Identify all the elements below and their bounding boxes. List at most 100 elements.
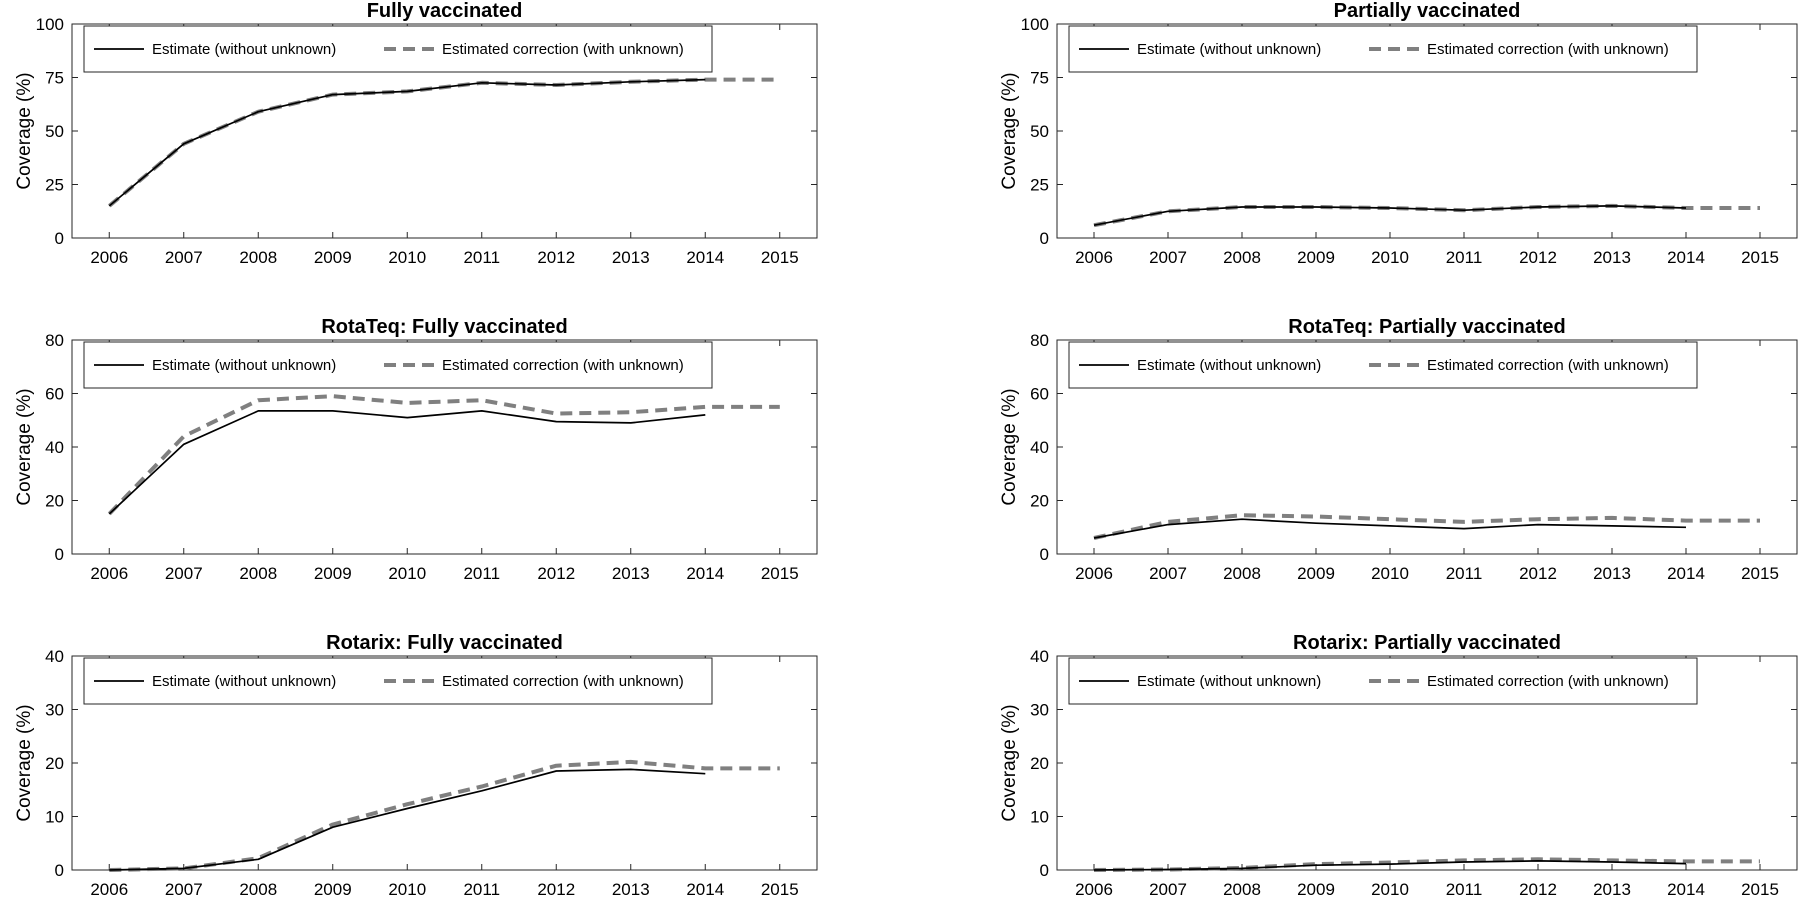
- chart4-y-tick-label: 40: [1030, 438, 1049, 457]
- chart5-x-tick-label: 2007: [165, 880, 203, 899]
- chart5-y-tick-label: 0: [55, 861, 64, 880]
- chart4-series-2-line: [1093, 513, 1760, 540]
- chart4-legend-label-2: Estimated correction (with unknown): [1427, 357, 1669, 374]
- chart1-y-axis-label: Coverage (%): [14, 72, 35, 189]
- chart4-x-tick-label: 2007: [1149, 564, 1187, 583]
- chart4-x-tick-label: 2013: [1593, 564, 1631, 583]
- chart2-x-tick-label: 2011: [1446, 248, 1483, 267]
- chart6-legend-box: [1068, 657, 1698, 705]
- chart5-series-2-line: [109, 759, 780, 872]
- chart4-x-tick-label: 2015: [1741, 564, 1779, 583]
- chart3-x-tick-label: 2009: [314, 564, 352, 583]
- chart1-y-tick-label: 75: [45, 69, 64, 88]
- chart5-legend: Estimate (without unknown) Estimated corr…: [83, 657, 713, 705]
- chart6-y-tick-label: 20: [1030, 754, 1049, 773]
- chart5-x-tick-label: 2009: [314, 880, 352, 899]
- chart1-legend: Estimate (without unknown) Estimated corr…: [83, 25, 713, 73]
- chart1-y-tick-label: 0: [55, 229, 64, 248]
- chart6-panel: Rotarix: Partially vaccinated Coverage (%…: [999, 632, 1798, 899]
- chart3-title: RotaTeq: Fully vaccinated: [321, 316, 567, 338]
- chart1-x-tick-label: 2013: [612, 248, 650, 267]
- chart2-x-tick-label: 2015: [1741, 248, 1779, 267]
- chart4-y-tick-label: 60: [1030, 385, 1049, 404]
- chart5-legend-box: [83, 657, 713, 705]
- chart5-y-tick-label: 20: [45, 754, 64, 773]
- chart3-x-tick-label: 2008: [239, 564, 277, 583]
- chart2-panel: Partially vaccinated Coverage (%) 0 25 50 75 1…: [999, 0, 1798, 267]
- chart4-legend-box: [1068, 341, 1698, 389]
- chart3-x-tick-label: 2013: [612, 564, 650, 583]
- chart4-x-tick-label: 2009: [1297, 564, 1335, 583]
- chart5-series-1-line: [109, 768, 706, 871]
- chart5-y-axis-label: Coverage (%): [14, 704, 35, 821]
- chart4-y-tick-label: 20: [1030, 492, 1049, 511]
- chart3-y-tick-label: 60: [45, 385, 64, 404]
- chart2-x-tick-label: 2007: [1149, 248, 1187, 267]
- chart3-x-tick-label: 2011: [463, 564, 500, 583]
- chart1-y-tick-label: 50: [45, 122, 64, 141]
- chart1-legend-box: [83, 25, 713, 73]
- chart4-y-axis-label: Coverage (%): [999, 388, 1020, 505]
- chart4-x-tick-label: 2014: [1667, 564, 1705, 583]
- chart5-x-tick-label: 2006: [90, 880, 128, 899]
- chart2-x-tick-label: 2014: [1667, 248, 1705, 267]
- chart3-panel: RotaTeq: Fully vaccinated Coverage (%) 0 20…: [14, 316, 818, 583]
- chart6-y-tick-label: 30: [1030, 701, 1049, 720]
- chart2-y-tick-label: 75: [1030, 69, 1049, 88]
- chart4-x-tick-label: 2012: [1519, 564, 1557, 583]
- chart6-x-tick-label: 2007: [1149, 880, 1187, 899]
- chart2-y-axis-label: Coverage (%): [999, 72, 1020, 189]
- chart3-x-tick-label: 2014: [686, 564, 724, 583]
- chart3-legend-label-2: Estimated correction (with unknown): [442, 357, 684, 374]
- chart2-x-tick-label: 2010: [1371, 248, 1409, 267]
- chart6-x-tick-label: 2013: [1593, 880, 1631, 899]
- chart6-x-tick-label: 2006: [1075, 880, 1113, 899]
- chart2-y-tick-label: 50: [1030, 122, 1049, 141]
- chart1-series-1-line: [108, 78, 706, 207]
- chart4-legend-label-1: Estimate (without unknown): [1137, 357, 1321, 374]
- chart4-panel: RotaTeq: Partially vaccinated Coverage (%…: [999, 316, 1798, 583]
- chart5-x-tick-label: 2015: [761, 880, 799, 899]
- chart6-x-tick-label: 2008: [1223, 880, 1261, 899]
- chart6-x-tick-label: 2009: [1297, 880, 1335, 899]
- chart2-y-tick-label: 100: [1021, 15, 1049, 34]
- chart4-x-tick-label: 2011: [1446, 564, 1483, 583]
- chart4-x-tick-label: 2006: [1075, 564, 1113, 583]
- chart1-title: Fully vaccinated: [367, 0, 523, 22]
- chart1-legend-label-2: Estimated correction (with unknown): [442, 41, 684, 58]
- chart1-x-tick-label: 2007: [165, 248, 203, 267]
- chart1-y-tick-label: 100: [36, 15, 64, 34]
- chart3-legend-label-1: Estimate (without unknown): [152, 357, 336, 374]
- chart5-x-tick-label: 2013: [612, 880, 650, 899]
- chart3-x-tick-label: 2006: [90, 564, 128, 583]
- chart3-x-tick-label: 2015: [761, 564, 799, 583]
- chart1-x-tick-label: 2012: [537, 248, 575, 267]
- chart1-x-tick-label: 2014: [686, 248, 724, 267]
- chart1-y-tick-label: 25: [45, 176, 64, 195]
- chart3-series-1-line: [108, 410, 706, 515]
- chart1-legend-label-1: Estimate (without unknown): [152, 41, 336, 58]
- chart6-x-tick-label: 2012: [1519, 880, 1557, 899]
- chart6-series-1-line: [1093, 860, 1687, 871]
- chart6-legend-label-2: Estimated correction (with unknown): [1427, 673, 1669, 690]
- chart6-x-tick-label: 2010: [1371, 880, 1409, 899]
- chart1-series-2-line: [108, 77, 780, 208]
- chart1-x-tick-label: 2010: [388, 248, 426, 267]
- chart5-x-tick-label: 2012: [537, 880, 575, 899]
- chart2-x-tick-label: 2009: [1297, 248, 1335, 267]
- chart6-legend-label-1: Estimate (without unknown): [1137, 673, 1321, 690]
- chart5-legend-label-1: Estimate (without unknown): [152, 673, 336, 690]
- chart4-x-tick-label: 2008: [1223, 564, 1261, 583]
- chart3-legend: Estimate (without unknown) Estimated corr…: [83, 341, 713, 389]
- chart2-legend: Estimate (without unknown) Estimated corr…: [1068, 25, 1698, 73]
- chart3-legend-box: [83, 341, 713, 389]
- chart3-y-tick-label: 0: [55, 545, 64, 564]
- chart6-x-tick-label: 2011: [1446, 880, 1483, 899]
- chart5-panel: Rotarix: Fully vaccinated Coverage (%) 0 10…: [14, 632, 818, 899]
- chart3-x-tick-label: 2007: [165, 564, 203, 583]
- chart1-panel: Fully vaccinated Coverage (%) 0 25 50 75 100 20…: [14, 0, 818, 267]
- chart2-x-tick-label: 2008: [1223, 248, 1261, 267]
- chart2-x-tick-label: 2013: [1593, 248, 1631, 267]
- chart1-x-tick-label: 2009: [314, 248, 352, 267]
